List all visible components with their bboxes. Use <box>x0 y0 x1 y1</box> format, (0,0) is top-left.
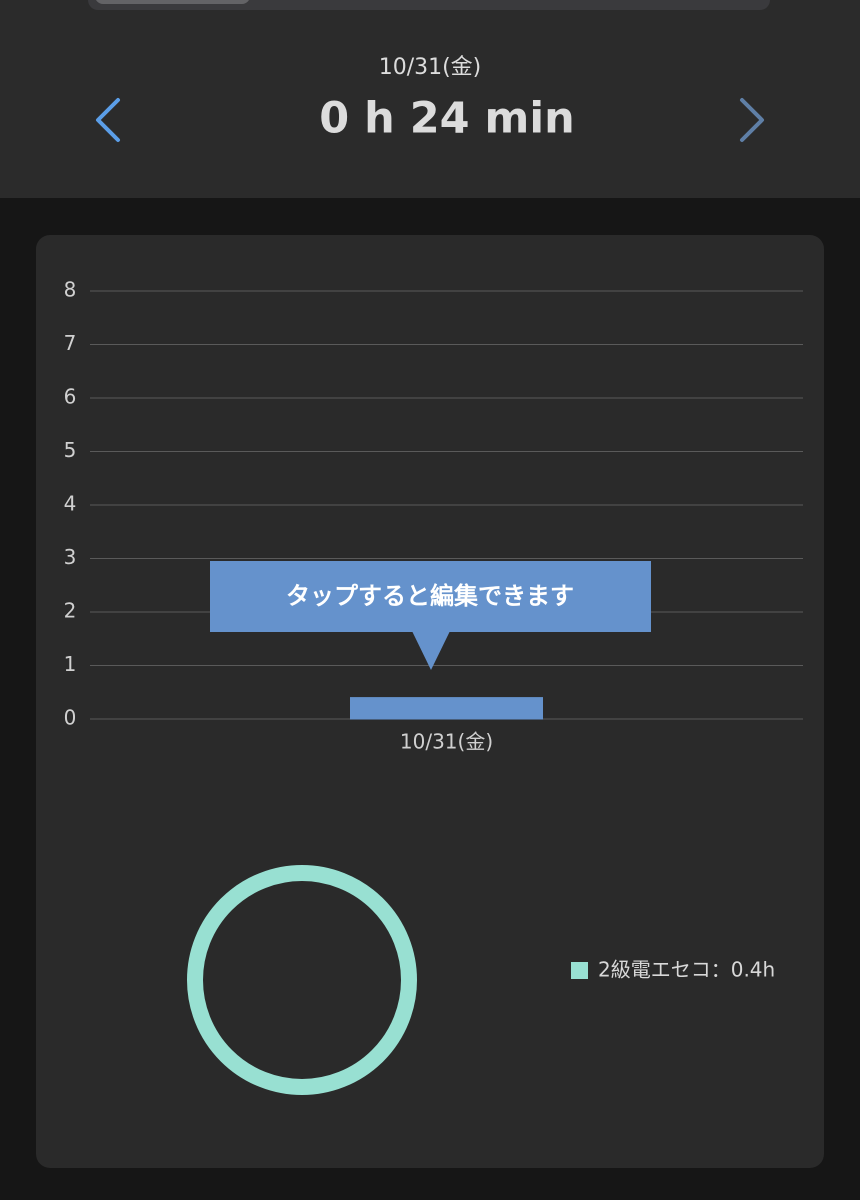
header-bg <box>0 0 860 198</box>
prev-button[interactable] <box>96 98 120 142</box>
legend-swatch <box>571 962 588 979</box>
segmented-control[interactable] <box>88 0 770 10</box>
x-tick-label: 10/31(金) <box>400 730 493 754</box>
donut-chart: 2級電エセコ：0.4h <box>187 865 775 1095</box>
duration: 0 h 24 min <box>319 94 574 144</box>
y-tick-label: 2 <box>64 599 77 623</box>
y-tick-label: 7 <box>64 331 77 355</box>
date: 10/31(金) <box>379 55 482 80</box>
bar-chart[interactable]: 0 1 2 3 4 5 6 7 8 10/31(金) タップすると編集できます <box>64 278 803 754</box>
bar[interactable] <box>350 697 543 720</box>
donut-slice <box>187 865 417 1095</box>
tooltip-text: タップすると編集できます <box>286 582 574 610</box>
y-tick-label: 0 <box>64 706 77 730</box>
y-tick-label: 1 <box>64 652 77 676</box>
y-tick-label: 5 <box>64 438 77 462</box>
y-tick-label: 4 <box>64 492 77 516</box>
y-tick-label: 8 <box>64 278 77 302</box>
tooltip-pointer <box>412 631 450 670</box>
segment-selected[interactable] <box>95 0 250 4</box>
next-button[interactable] <box>740 98 764 142</box>
y-tick-label: 6 <box>64 385 77 409</box>
y-tick-label: 3 <box>64 545 77 569</box>
legend-label: 2級電エセコ：0.4h <box>598 958 775 982</box>
tooltip <box>210 561 651 632</box>
